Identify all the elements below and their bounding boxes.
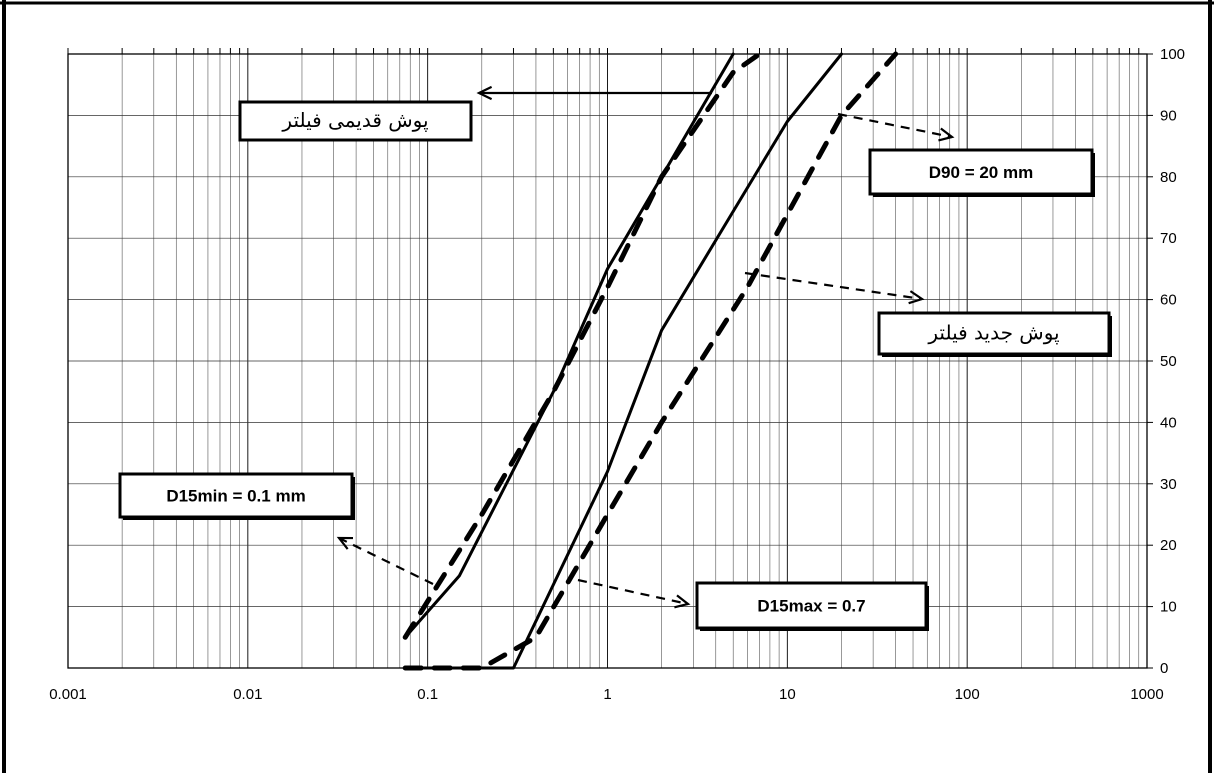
x-tick-label: 0.01 xyxy=(233,686,262,703)
new-filter-arrow xyxy=(744,271,925,305)
x-tick-label: 1 xyxy=(603,686,611,703)
x-tick-label: 0.1 xyxy=(417,686,438,703)
y-tick-label: 80 xyxy=(1160,169,1177,186)
y-tick-label: 50 xyxy=(1160,353,1177,370)
d15max-arrow-shaft xyxy=(577,578,689,606)
series-line-2-dashed xyxy=(402,51,762,640)
series xyxy=(402,51,899,671)
new-filter-label-box-text: پوش جدید فیلتر xyxy=(927,321,1059,346)
d15min-label-box: D15min = 0.1 mm xyxy=(118,472,355,520)
d15min-arrow xyxy=(336,536,434,585)
d15max-arrow-head xyxy=(674,594,691,609)
y-tick-label: 30 xyxy=(1160,476,1177,493)
d90-label-box: D90 = 20 mm xyxy=(868,148,1095,197)
annotations: پوش قدیمی فیلتر D90 = 20 mm پوش جدید فیلتر… xyxy=(118,85,1112,631)
d90-label-box-frame xyxy=(868,148,1094,196)
x-tick-label: 10 xyxy=(779,686,796,703)
d90-label-box-text: D90 = 20 mm xyxy=(929,163,1033,182)
d15min-arrow-head xyxy=(336,536,354,550)
series-line-3-solid xyxy=(403,52,843,670)
old-filter-label-box-frame xyxy=(238,100,473,142)
d15min-label-box-frame xyxy=(118,472,354,519)
d15max-arrow xyxy=(577,578,691,609)
old-filter-arrow-head xyxy=(476,85,493,101)
d90-arrow-head xyxy=(938,127,955,142)
x-tick-label: 0.001 xyxy=(49,686,87,703)
y-tick-label: 90 xyxy=(1160,107,1177,124)
y-tick-label: 20 xyxy=(1160,537,1177,554)
y-tick-label: 10 xyxy=(1160,599,1177,616)
y-tick-label: 0 xyxy=(1160,660,1168,677)
y-tick-label: 40 xyxy=(1160,414,1177,431)
d15min-arrow-shaft xyxy=(338,537,434,585)
series-line-4-dashed xyxy=(402,51,899,671)
new-filter-label-box: پوش جدید فیلتر xyxy=(877,311,1112,357)
d15min-label-box-text: D15min = 0.1 mm xyxy=(166,487,305,506)
old-filter-arrow xyxy=(476,85,712,101)
x-tick-label: 1000 xyxy=(1130,686,1163,703)
new-filter-arrow-shaft xyxy=(744,271,923,301)
axes: 0.001 0.01 0.1 1 10 100 1000 0 10 20 30 40 50 60 70 80 9… xyxy=(49,46,1185,703)
old-filter-label-box: پوش قدیمی فیلتر xyxy=(238,100,473,142)
d15max-label-box: D15max = 0.7 xyxy=(695,581,929,631)
d15max-label-box-text: D15max = 0.7 xyxy=(757,597,865,616)
old-filter-label-box-text: پوش قدیمی فیلتر xyxy=(281,108,428,133)
d90-arrow xyxy=(837,112,955,142)
new-filter-label-box-frame xyxy=(877,311,1111,356)
x-tick-label: 100 xyxy=(955,686,980,703)
d15max-label-box-frame xyxy=(695,581,928,630)
d90-arrow-shaft xyxy=(837,112,953,139)
y-tick-label: 100 xyxy=(1160,46,1185,63)
y-tick-label: 70 xyxy=(1160,230,1177,247)
new-filter-arrow-head xyxy=(908,290,925,305)
y-tick-label: 60 xyxy=(1160,292,1177,309)
